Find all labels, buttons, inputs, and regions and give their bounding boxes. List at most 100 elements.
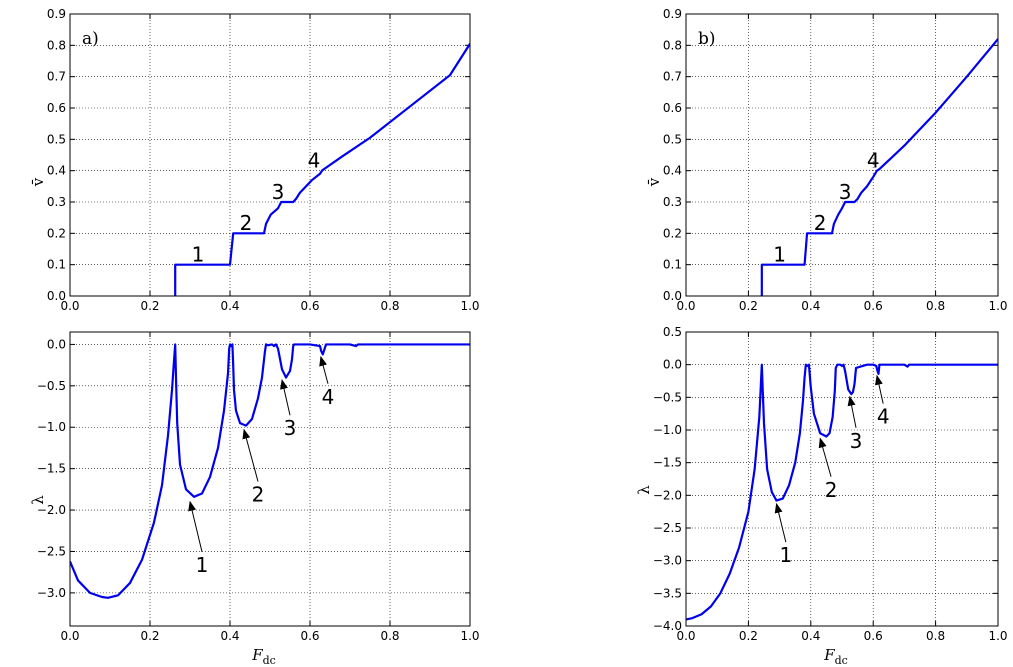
series-line [686,363,998,621]
y-tick-label: 0.4 [663,164,682,178]
y-tick-label: 0.1 [47,258,66,272]
annotation-arrow [774,502,787,543]
y-tick-label: −1.5 [653,456,682,470]
annotation-label: 4 [867,149,880,173]
annotation-arrow [319,355,329,384]
y-tick-label: −2.0 [653,488,682,502]
panel-b_top: 0.0 0.2 0.4 0.6 0.8 1.0 0.0 0.1 0.2 0.3 0.4 0.5 0.6 0… [645,7,1008,313]
y-axis-label: λ [29,495,47,505]
x-axis-label: Fdc [251,646,276,667]
annotation-arrow [242,428,259,482]
annotation-arrow [847,395,857,428]
x-tick-label: 0.0 [676,299,695,313]
annotation-arrow [875,374,884,404]
x-tick-label: 0.0 [60,299,79,313]
y-tick-label: 0.9 [47,7,66,21]
y-axis-label: v̄ [29,177,47,187]
y-axis-label: λ [635,485,653,495]
y-tick-label: 0.9 [663,7,682,21]
series-line [174,43,470,296]
x-tick-label: 0.2 [140,629,159,643]
x-tick-label: 0.4 [801,629,820,643]
x-tick-label: 0.6 [300,299,319,313]
y-tick-label: −3.0 [37,586,66,600]
x-tick-label: 0.8 [926,299,945,313]
annotation-label: 4 [322,385,335,409]
x-tick-label: 0.8 [926,629,945,643]
y-tick-label: 0.8 [47,38,66,52]
y-tick-label: −1.5 [37,462,66,476]
x-tick-label: 0.8 [380,629,399,643]
x-tick-label: 0.4 [801,299,820,313]
plot-frame [69,13,471,297]
y-tick-label: 0.4 [47,164,66,178]
y-tick-label: −1.0 [653,423,682,437]
y-tick-label: −2.0 [37,503,66,517]
y-tick-label: −2.5 [653,521,682,535]
x-tick-label: 0.8 [380,299,399,313]
annotation-label: 1 [196,553,209,577]
y-tick-label: 0.1 [663,258,682,272]
x-tick-label: 0.6 [864,299,883,313]
annotation-label: 1 [192,243,205,267]
y-tick-label: −4.0 [653,619,682,633]
y-tick-label: −3.0 [653,554,682,568]
x-tick-label: 0.0 [676,629,695,643]
y-axis-label: v̄ [645,177,663,187]
panel-b_bottom: 0.0 0.2 0.4 0.6 0.8 1.0 0.5 0.0 −0.5 −1.0 −1.5 −2.0… [635,325,1008,667]
annotation-label: 2 [814,211,827,235]
y-tick-label: 0.5 [663,132,682,146]
y-tick-label: 0.5 [663,325,682,339]
y-tick-label: 0.0 [663,289,682,303]
y-tick-label: 0.0 [663,358,682,372]
y-tick-label: 0.5 [47,132,66,146]
x-tick-label: 0.6 [864,629,883,643]
annotation-label: 3 [284,416,297,440]
annotation-label: 1 [779,543,792,567]
annotation-label: 3 [272,180,285,204]
y-tick-label: −1.0 [37,420,66,434]
panel-label: a) [82,29,99,49]
x-tick-label: 1.0 [460,629,479,643]
x-tick-label: 0.6 [300,629,319,643]
annotation-label: 3 [850,429,863,453]
annotation-label: 2 [252,482,265,506]
y-tick-label: 0.0 [47,337,66,351]
annotation-arrow [188,500,203,553]
plot-frame [69,331,471,627]
panel-label: b) [698,29,716,49]
y-tick-label: 0.3 [47,195,66,209]
x-tick-label: 1.0 [988,629,1007,643]
annotation-label: 3 [839,180,852,204]
x-tick-label: 0.2 [739,299,758,313]
annotation-label: 1 [773,243,786,267]
x-tick-label: 0.0 [60,629,79,643]
panel-a_bottom: 0.0 0.2 0.4 0.6 0.8 1.0 0.0 −0.5 −1.0 −1.5 −2.0 −2.… [29,331,480,667]
x-axis-label: Fdc [823,646,848,667]
y-tick-label: −2.5 [37,544,66,558]
y-tick-label: 0.2 [663,226,682,240]
annotation-label: 2 [825,478,838,502]
plot-frame [685,13,999,297]
series-line [70,343,470,599]
y-tick-label: 0.6 [663,101,682,115]
x-tick-label: 1.0 [460,299,479,313]
x-tick-label: 0.4 [220,299,239,313]
annotation-label: 4 [877,405,890,429]
series-line [760,38,998,296]
annotation-label: 2 [240,211,253,235]
x-tick-label: 0.2 [140,299,159,313]
y-tick-label: 0.3 [663,195,682,209]
annotation-label: 4 [308,149,321,173]
plot-frame [685,331,999,627]
x-tick-label: 1.0 [988,299,1007,313]
x-tick-label: 0.2 [739,629,758,643]
y-tick-label: 0.7 [47,70,66,84]
annotation-arrow [280,379,291,416]
y-tick-label: 0.8 [663,38,682,52]
y-tick-label: 0.6 [47,101,66,115]
panel-a_top: 0.0 0.2 0.4 0.6 0.8 1.0 0.0 0.1 0.2 0.3 0.4 0.5 0.6 0… [29,7,480,313]
y-tick-label: 0.2 [47,226,66,240]
x-tick-label: 0.4 [220,629,239,643]
